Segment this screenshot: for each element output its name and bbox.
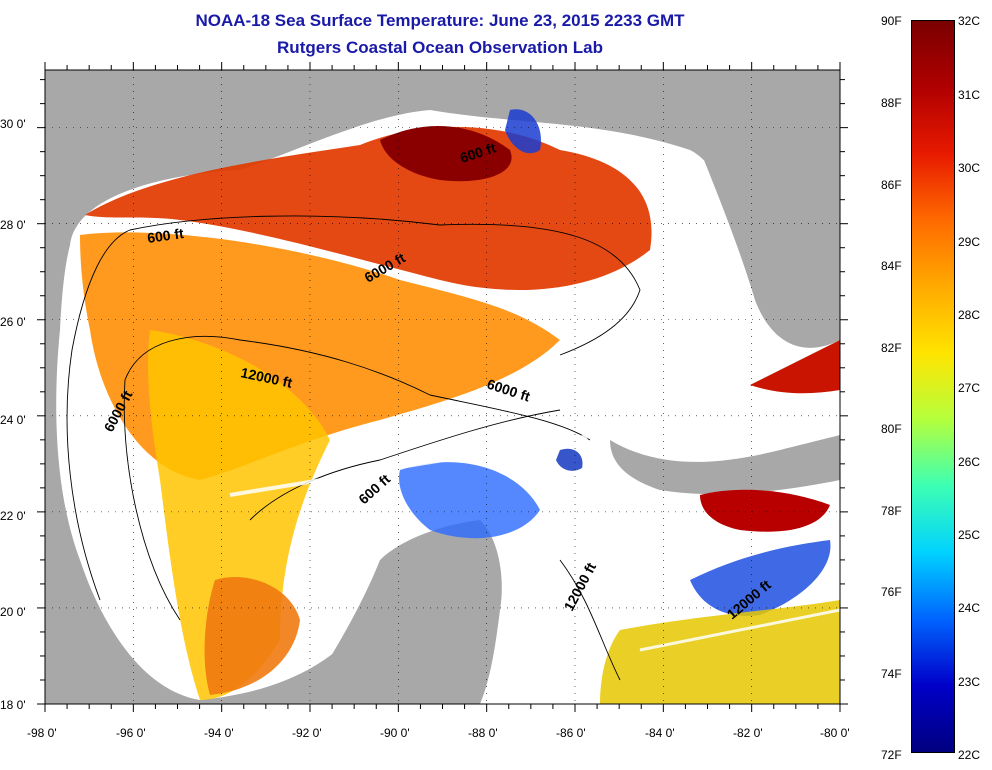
lat-label: 18 0' xyxy=(0,698,26,712)
colorbar-f-label: 74F xyxy=(881,667,902,681)
isobath-contour xyxy=(249,409,561,521)
sst-caribbean-south xyxy=(600,600,840,704)
sst-cool-patch-1 xyxy=(505,109,541,154)
graticule xyxy=(44,70,841,705)
swath-edge xyxy=(229,393,840,497)
sst-caribbean-warm xyxy=(700,489,830,532)
map-subtitle: Rutgers Coastal Ocean Observation Lab xyxy=(277,38,603,57)
colorbar-c-label: 29C xyxy=(958,235,981,249)
yucatan-land xyxy=(300,520,502,704)
lon-label: -84 0' xyxy=(645,726,675,740)
sst-orange-campeche xyxy=(204,576,300,695)
sst-warm-north xyxy=(85,126,652,290)
colorbar-f-label: 86F xyxy=(881,178,902,192)
colorbar-f-label: 82F xyxy=(881,341,902,355)
lon-label: -86 0' xyxy=(556,726,586,740)
colorbar-f-label: 72F xyxy=(881,748,902,762)
isobath-contour xyxy=(559,559,621,681)
isobath-contour xyxy=(66,215,641,601)
lon-label: -82 0' xyxy=(733,726,763,740)
lon-label: -96 0' xyxy=(116,726,146,740)
colorbar-f-label: 78F xyxy=(881,504,902,518)
lon-label: -90 0' xyxy=(380,726,410,740)
map-title: NOAA-18 Sea Surface Temperature: June 23… xyxy=(195,11,685,30)
lon-label: -92 0' xyxy=(292,726,322,740)
colorbar-c-label: 30C xyxy=(958,161,981,175)
tick-marks xyxy=(37,62,848,712)
sst-hot-core xyxy=(380,126,512,182)
colorbar-c-label: 28C xyxy=(958,308,981,322)
lat-label: 30 0' xyxy=(0,117,26,131)
colorbar-c-label: 25C xyxy=(958,528,981,542)
lon-label: -80 0' xyxy=(820,726,850,740)
lon-label: -98 0' xyxy=(27,726,57,740)
sst-straits-warm xyxy=(750,340,840,394)
florida-land xyxy=(700,130,840,348)
colorbar-c-label: 27C xyxy=(958,381,981,395)
temperature-colorbar xyxy=(911,20,955,753)
lat-label: 20 0' xyxy=(0,605,26,619)
colorbar-f-label: 76F xyxy=(881,585,902,599)
colorbar-c-label: 32C xyxy=(958,14,981,28)
colorbar-c-label: 26C xyxy=(958,455,981,469)
lat-label: 24 0' xyxy=(0,413,26,427)
lon-label: -88 0' xyxy=(468,726,498,740)
colorbar-c-label: 22C xyxy=(958,748,981,762)
colorbar-f-label: 80F xyxy=(881,422,902,436)
swath-edge xyxy=(639,608,840,652)
lat-label: 26 0' xyxy=(0,315,26,329)
colorbar-c-label: 23C xyxy=(958,675,981,689)
sst-cool-patch-2 xyxy=(399,462,540,539)
isobath-label: 600 ft xyxy=(146,225,185,246)
sst-cool-patch-4 xyxy=(690,540,831,616)
isobath-contour xyxy=(123,335,591,621)
colorbar-c-label: 24C xyxy=(958,601,981,615)
colorbar-f-label: 84F xyxy=(881,259,902,273)
lat-label: 22 0' xyxy=(0,509,26,523)
sst-yellow-west xyxy=(148,330,330,700)
sst-cool-patch-3 xyxy=(556,448,583,471)
lon-label: -94 0' xyxy=(204,726,234,740)
colorbar-f-label: 90F xyxy=(881,14,902,28)
colorbar-f-label: 88F xyxy=(881,96,902,110)
colorbar-c-label: 31C xyxy=(958,88,981,102)
cuba-land xyxy=(610,435,840,495)
lat-label: 28 0' xyxy=(0,218,26,232)
